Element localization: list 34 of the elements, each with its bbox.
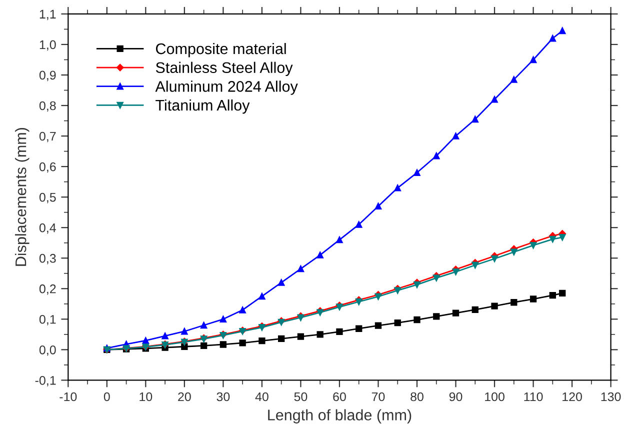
y-tick-label: 0,3 bbox=[39, 254, 56, 264]
x-tick-label: 100 bbox=[485, 392, 504, 402]
y-tick-label: 0,6 bbox=[39, 162, 56, 173]
y-tick-label: 0,2 bbox=[39, 284, 56, 295]
x-tick-label: 60 bbox=[333, 392, 346, 402]
y-tick-label: 0,5 bbox=[39, 192, 56, 204]
x-axis-title: Length of blade (mm) bbox=[268, 409, 412, 424]
y-tick-label: 1,0 bbox=[40, 40, 56, 51]
y-axis-title: Displacements (mm) bbox=[15, 128, 30, 266]
x-tick-label: 90 bbox=[449, 392, 462, 402]
legend-label: Aluminum 2024 Alloy bbox=[155, 80, 298, 95]
y-tick-label: 0,4 bbox=[39, 223, 56, 234]
x-tick-label: 50 bbox=[294, 392, 308, 402]
legend-label: Composite material bbox=[156, 42, 286, 58]
legend-label: Titanium Alloy bbox=[156, 99, 250, 114]
y-tick-label: -0,1 bbox=[35, 376, 56, 386]
y-tick-label: 0,0 bbox=[39, 345, 56, 356]
x-tick-label: 30 bbox=[216, 392, 230, 402]
x-tick-label: 80 bbox=[410, 392, 424, 402]
y-tick-label: 0,1 bbox=[39, 314, 56, 326]
x-tick-label: -10 bbox=[60, 392, 77, 402]
x-tick-label: 0 bbox=[104, 392, 110, 402]
y-tick-label: 1,1 bbox=[40, 10, 56, 20]
x-tick-label: 130 bbox=[601, 392, 621, 402]
y-tick-label: 0,7 bbox=[39, 132, 56, 142]
x-tick-label: 10 bbox=[140, 392, 152, 402]
y-tick-label: 0,8 bbox=[39, 101, 56, 112]
legend-label: Stainless Steel Alloy bbox=[156, 62, 293, 76]
x-tick-label: 120 bbox=[562, 392, 582, 402]
x-tick-label: 70 bbox=[372, 392, 385, 402]
x-tick-label: 40 bbox=[255, 392, 268, 402]
y-tick-label: 0,9 bbox=[39, 70, 56, 82]
x-tick-label: 110 bbox=[524, 392, 543, 402]
x-tick-label: 20 bbox=[178, 392, 191, 402]
